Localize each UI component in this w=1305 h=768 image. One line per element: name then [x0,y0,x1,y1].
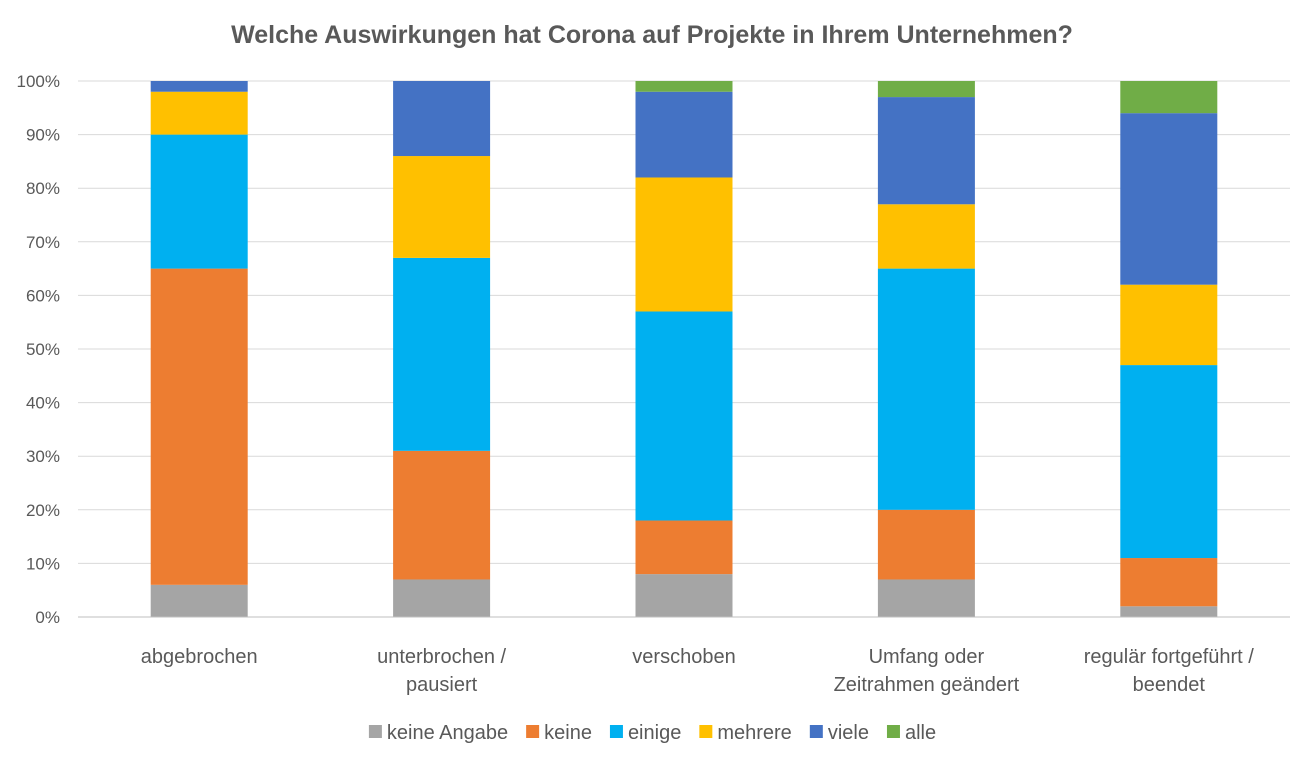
bar-segment: einige: 36% [393,257,491,451]
legend-item: keine [526,722,592,744]
bars: keine Angabe: 6%keine: 59%einige: 25%meh… [150,81,1218,617]
legend-swatch [886,725,900,738]
y-tick-label: 30% [26,447,60,466]
legend-item: keine Angabe [368,722,508,744]
legend-swatch [809,725,823,738]
y-tick-label: 80% [26,179,60,198]
bar-segment: einige: 39% [635,311,733,521]
bar-segment: viele: 2% [150,81,248,92]
x-category-label: abgebrochen [141,646,258,668]
legend-swatch [368,725,382,738]
bar-segment: viele: 16% [635,91,733,178]
y-tick-label: 40% [26,394,60,413]
legend-label: alle [905,722,936,744]
y-tick-label: 20% [26,501,60,520]
chart-title: Welche Auswirkungen hat Corona auf Proje… [231,21,1073,49]
legend-swatch [699,725,713,738]
bar-segment: alle: 6% [1120,81,1218,114]
bar-segment: keine: 59% [150,268,248,585]
legend-item: mehrere [699,722,792,744]
x-category-label: verschoben [632,646,735,668]
bar-segment: keine Angabe: 8% [635,574,733,617]
bar-segment: keine: 13% [877,509,975,580]
bar-stack: keine Angabe: 7%keine: 13%einige: 45%meh… [877,81,975,617]
bar-segment: einige: 45% [877,268,975,510]
y-tick-label: 0% [35,608,60,627]
y-tick-label: 60% [26,286,60,305]
legend-swatch [526,725,540,738]
legend: keine Angabe keine einige mehrere viele alle [368,722,936,744]
x-category-label: Umfang oder Zeitrahmen geändert [834,646,1020,696]
bar-segment: keine Angabe: 7% [877,579,975,617]
legend-label: mehrere [717,722,791,744]
bar-segment: alle: 2% [635,81,733,92]
bar-segment: alle: 3% [877,81,975,98]
y-tick-label: 50% [26,340,60,359]
legend-label: keine [544,722,592,744]
bar-segment: viele: 14% [393,81,491,157]
y-tick-label: 70% [26,233,60,252]
y-axis-ticks: 0% 10% 20% 30% 40% 50% 60% 70% 80% 90% 100% [17,72,60,627]
bar-segment: keine: 24% [393,450,491,580]
bar-segment: mehrere: 25% [635,177,733,312]
bar-segment: mehrere: 19% [393,156,491,258]
bar-segment: viele: 20% [877,97,975,205]
bar-segment: viele: 32% [1120,113,1218,285]
legend-swatch [609,725,623,738]
bar-segment: mehrere: 15% [1120,284,1218,366]
bar-segment: keine Angabe: 6% [150,584,248,617]
legend-item: viele [809,722,869,744]
legend-item: alle [886,722,936,744]
legend-label: einige [628,722,681,744]
x-category-label: unterbrochen / pausiert [377,646,506,696]
legend-item: einige [609,722,681,744]
bar-segment: keine: 9% [1120,558,1218,607]
bar-segment: einige: 25% [150,134,248,269]
legend-label: viele [828,722,869,744]
bar-stack: keine Angabe: 8%keine: 10%einige: 39%meh… [635,81,733,617]
x-axis-categories: abgebrochen unterbrochen / pausiert verscho… [141,646,1254,696]
bar-stack: keine Angabe: 6%keine: 59%einige: 25%meh… [150,81,248,617]
y-tick-label: 10% [26,554,60,573]
y-tick-label: 100% [17,72,60,91]
bar-stack: keine Angabe: 2%keine: 9%einige: 36%mehr… [1120,81,1218,617]
bar-stack: keine Angabe: 7%keine: 24%einige: 36%meh… [393,81,491,617]
legend-label: keine Angabe [387,722,508,744]
bar-segment: mehrere: 8% [150,91,248,135]
x-category-label: regulär fortgeführt / beendet [1084,646,1255,696]
bar-segment: keine Angabe: 7% [393,579,491,617]
y-tick-label: 90% [26,126,60,145]
bar-segment: einige: 36% [1120,365,1218,559]
bar-segment: keine Angabe: 2% [1120,606,1218,617]
bar-segment: keine: 10% [635,520,733,575]
bar-segment: mehrere: 12% [877,204,975,269]
